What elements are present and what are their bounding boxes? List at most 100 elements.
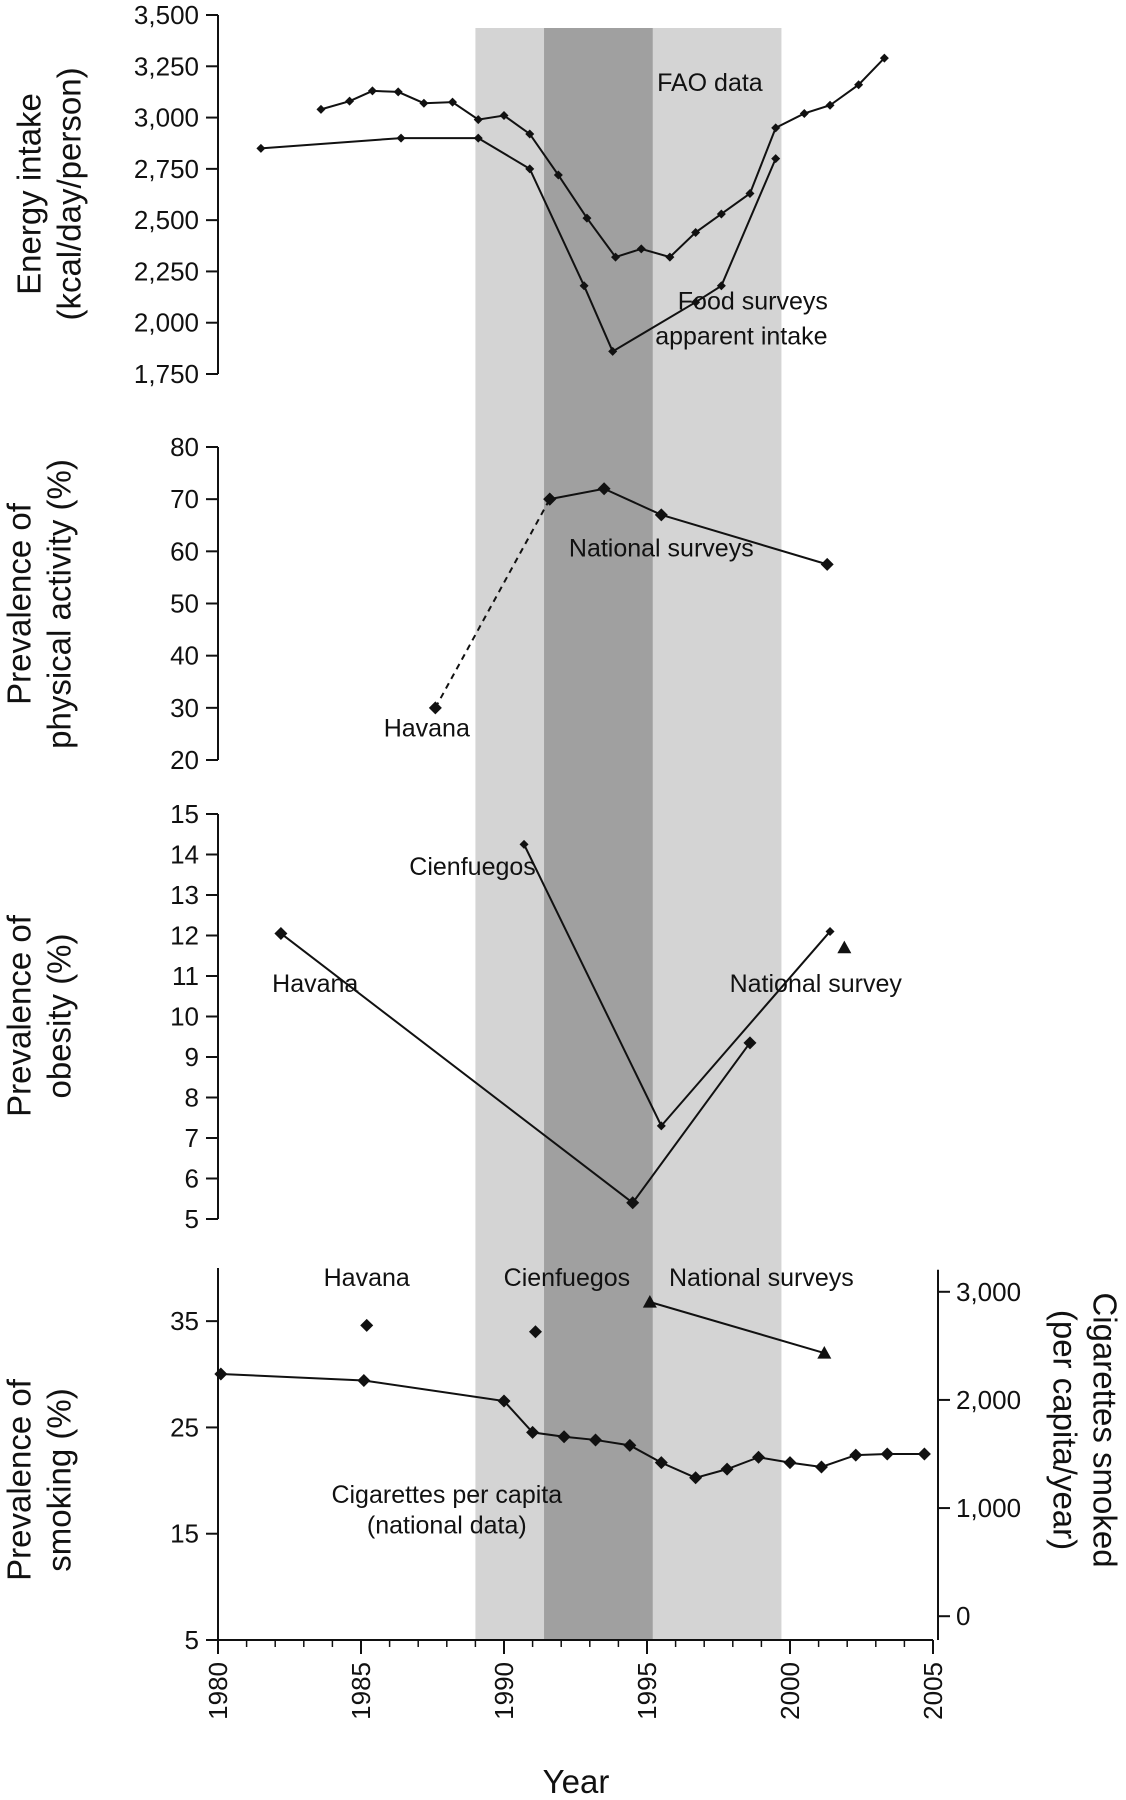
panel-3 [206, 813, 219, 1220]
y-tick-label: 11 [172, 961, 199, 991]
right-y-tick-label: 0 [956, 1601, 970, 1631]
data-point-diamond [636, 244, 646, 254]
annotation-label: (national data) [367, 1512, 527, 1540]
series-line [320, 57, 886, 259]
y-tick-label: 70 [170, 484, 199, 514]
y-tick-label: 2,000 [134, 308, 199, 338]
annotation-label: Havana [324, 1264, 410, 1292]
chart-series [214, 53, 931, 1485]
data-point-diamond [825, 100, 835, 110]
series-havana [428, 492, 557, 715]
y-axis-title-line1: Prevalence of [1, 1378, 38, 1581]
series-food-surveys-apparent-intake [256, 133, 781, 356]
right-y-axis-title-line2: (per capita/year) [1046, 1310, 1083, 1550]
series-line [649, 1301, 825, 1354]
x-axis-title: Year [543, 1763, 610, 1800]
y-axis-title-line1: Prevalence of [1, 502, 38, 705]
data-point-diamond [691, 227, 701, 237]
chart-axes [206, 14, 950, 1654]
series-cienfuegos [528, 1325, 542, 1339]
panel-1 [206, 14, 219, 375]
data-point-diamond [214, 1367, 228, 1381]
annotation-label: Havana [384, 715, 470, 743]
series-national-surveys [543, 482, 834, 571]
y-tick-label: 5 [185, 1204, 199, 1234]
y-tick-label: 80 [170, 432, 199, 462]
annotation-label: Food surveys [678, 287, 828, 315]
y-tick-label: 25 [170, 1412, 199, 1442]
series-line [549, 487, 828, 566]
data-point-diamond [716, 281, 726, 291]
series-cigarettes-per-capita-national-data- [214, 1367, 931, 1485]
y-tick-label: 15 [170, 799, 199, 829]
data-point-diamond [611, 252, 621, 262]
data-point-diamond [743, 1036, 757, 1050]
annotation-label: National surveys [569, 535, 754, 563]
data-point-diamond [543, 492, 557, 506]
annotation-label: apparent intake [655, 322, 827, 350]
data-point-diamond [557, 1430, 571, 1444]
shading-dark-band [544, 28, 653, 1640]
right-y-tick-label: 1,000 [956, 1493, 1021, 1523]
y-axis-title-line2: smoking (%) [41, 1388, 78, 1571]
annotation-label: National surveys [669, 1264, 854, 1292]
x-tick-label: 1995 [632, 1662, 662, 1720]
data-point-diamond [854, 80, 864, 90]
data-point-diamond [597, 482, 611, 496]
data-point-diamond [745, 188, 755, 198]
data-point-diamond [825, 926, 835, 936]
data-point-diamond [654, 1456, 668, 1470]
data-point-diamond [526, 1425, 540, 1439]
data-point-diamond [473, 133, 483, 143]
data-point-diamond [665, 252, 675, 262]
y-tick-label: 35 [170, 1306, 199, 1336]
data-point-diamond [582, 213, 592, 223]
y-axis-title-line2: obesity (%) [41, 933, 78, 1098]
data-point-diamond [880, 1447, 894, 1461]
y-tick-label: 6 [185, 1164, 199, 1194]
annotation-label: FAO data [657, 69, 763, 97]
series-national-survey [837, 940, 852, 954]
data-point-diamond [608, 346, 618, 356]
y-tick-label: 2,750 [134, 154, 199, 184]
data-point-diamond [528, 1325, 542, 1339]
y-axis-title-line2: physical activity (%) [41, 459, 78, 749]
crisis-period-shading [475, 28, 782, 1640]
y-tick-label: 5 [185, 1625, 199, 1655]
data-point-diamond [579, 281, 589, 291]
data-point-diamond [656, 1121, 666, 1131]
data-point-triangle [642, 1295, 657, 1308]
x-tick-label: 2005 [918, 1662, 948, 1720]
y-tick-label: 3,500 [134, 0, 199, 30]
data-point-diamond [357, 1373, 371, 1387]
y-tick-label: 2,250 [134, 256, 199, 286]
data-point-diamond [497, 1394, 511, 1408]
data-point-diamond [820, 557, 834, 571]
x-tick-label: 1980 [203, 1662, 233, 1720]
data-point-diamond [499, 111, 509, 121]
panel-2 [206, 446, 219, 761]
y-tick-label: 2,500 [134, 205, 199, 235]
data-point-diamond [689, 1471, 703, 1485]
data-point-diamond [879, 53, 889, 63]
data-point-diamond [448, 97, 458, 107]
data-point-diamond [360, 1318, 374, 1332]
y-tick-label: 50 [170, 589, 199, 619]
data-point-diamond [428, 701, 442, 715]
data-point-diamond [771, 154, 781, 164]
y-axis-title-line2: (kcal/day/person) [51, 67, 88, 320]
y-tick-label: 20 [170, 745, 199, 775]
data-point-diamond [623, 1438, 637, 1452]
data-point-diamond [525, 129, 535, 139]
y-axis-title-line1: Energy intake [11, 93, 48, 295]
data-point-diamond [316, 104, 326, 114]
y-tick-label: 3,250 [134, 51, 199, 81]
y-tick-label: 30 [170, 693, 199, 723]
y-tick-label: 1,750 [134, 359, 199, 389]
y-tick-label: 40 [170, 641, 199, 671]
y-tick-label: 12 [170, 921, 199, 951]
data-point-diamond [274, 926, 288, 940]
data-point-triangle [837, 940, 852, 954]
data-point-diamond [720, 1462, 734, 1476]
